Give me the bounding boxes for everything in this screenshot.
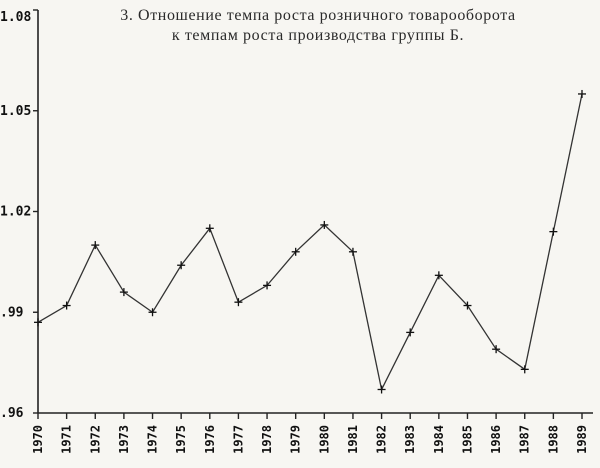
data-point-marker <box>263 281 272 290</box>
data-point-marker <box>62 301 71 310</box>
data-point-marker <box>434 271 443 280</box>
x-tick-label: 1985 <box>460 425 474 454</box>
x-tick-label: 1972 <box>88 425 102 454</box>
x-tick-label: 1977 <box>231 425 245 454</box>
chart-title: 3. Отношение темпа роста розничного това… <box>120 7 516 24</box>
y-tick-label: 1.05 <box>0 104 31 119</box>
data-point-marker <box>406 328 415 337</box>
x-tick-label: 1984 <box>432 425 446 454</box>
x-tick-label: 1989 <box>575 425 589 454</box>
data-point-marker <box>578 89 586 98</box>
x-tick-label: 1983 <box>403 425 417 454</box>
data-point-marker <box>377 385 386 394</box>
x-tick-label: 1986 <box>489 425 503 454</box>
x-tick-label: 1987 <box>518 425 532 454</box>
y-axis-ticks: .96 .99 1.02 1.05 1.08 <box>0 9 38 421</box>
y-tick-label: .99 <box>0 305 23 320</box>
data-point-marker <box>492 345 501 354</box>
y-tick-label: 1.02 <box>0 205 31 220</box>
y-tick-label: 1.08 <box>0 10 31 25</box>
y-tick-label: .96 <box>0 406 24 421</box>
x-tick-label: 1970 <box>31 425 45 454</box>
data-point-marker <box>520 365 529 374</box>
data-point-marker <box>549 227 558 236</box>
x-tick-label: 1982 <box>375 425 389 454</box>
x-tick-label: 1979 <box>289 425 303 454</box>
chart-subtitle: к темпам роста производства группы Б. <box>172 27 464 44</box>
series-layer <box>34 89 586 394</box>
data-point-marker <box>463 301 472 310</box>
data-point-marker <box>119 288 128 297</box>
series-line <box>37 93 583 392</box>
x-tick-label: 1988 <box>546 425 560 454</box>
x-tick-label: 1981 <box>346 425 360 454</box>
data-point-marker <box>205 224 214 233</box>
x-tick-label: 1974 <box>146 425 160 454</box>
data-point-marker <box>348 247 357 256</box>
x-tick-label: 1971 <box>60 425 74 454</box>
data-point-marker <box>148 308 157 317</box>
data-point-marker <box>291 247 300 256</box>
x-tick-label: 1973 <box>117 425 131 454</box>
data-point-marker <box>234 298 243 307</box>
x-tick-label: 1980 <box>317 425 331 454</box>
x-tick-label: 1976 <box>203 425 217 454</box>
data-point-marker <box>91 241 100 250</box>
data-point-marker <box>34 318 42 327</box>
x-axis-ticks: 1970 1971 1972 1973 1974 1975 1976 1977 1978 1979… <box>31 413 589 454</box>
data-point-marker <box>177 261 186 270</box>
x-tick-label: 1978 <box>260 425 274 454</box>
x-tick-label: 1975 <box>174 425 188 454</box>
data-point-marker <box>320 220 329 229</box>
